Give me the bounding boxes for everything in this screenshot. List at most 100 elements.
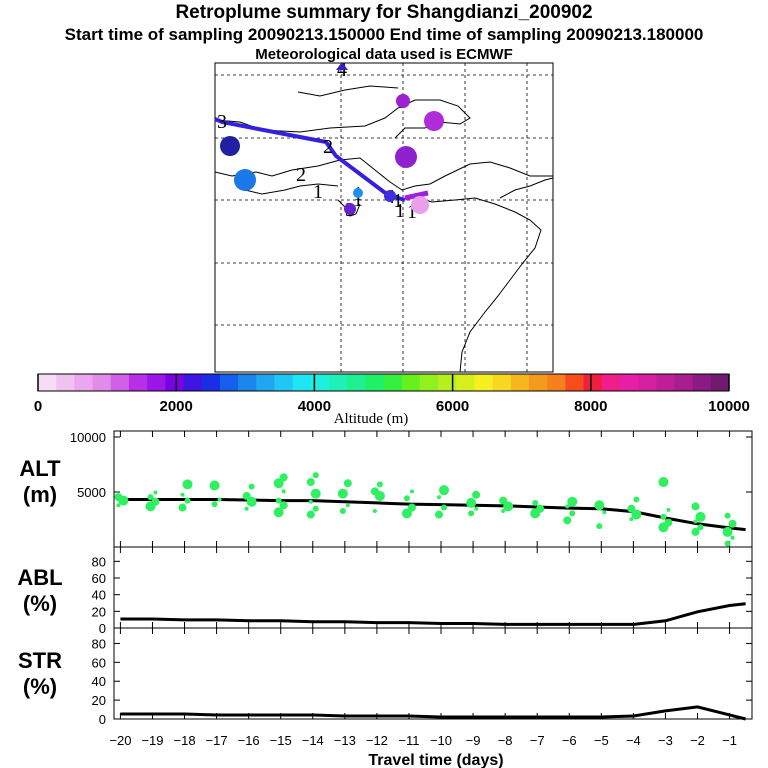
colorbar-segment <box>92 374 112 391</box>
altitude-scatter-point <box>372 509 377 514</box>
trajectory-end-segment <box>404 190 429 201</box>
cluster-1-circle <box>411 196 429 214</box>
abl-line <box>120 602 746 626</box>
altitude-scatter-point <box>312 505 319 512</box>
colorbar-segment <box>56 374 75 391</box>
altitude-scatter-point <box>273 478 284 489</box>
altitude-scatter-point <box>499 496 508 505</box>
altitude-scatter-point <box>209 480 220 491</box>
sampling-times: Start time of sampling 20090213.150000 E… <box>64 25 704 44</box>
cluster-3-circle <box>396 94 410 108</box>
altitude-scatter-point <box>370 487 379 496</box>
altitude-scatter-point <box>281 489 286 494</box>
altitude-scatter-point <box>728 519 737 528</box>
altitude-scatter-point <box>596 523 603 530</box>
x-tick-label: −20 <box>109 733 131 748</box>
altitude-scatter-point <box>246 496 257 507</box>
x-tick-label: −15 <box>270 733 292 748</box>
colorbar-segment <box>492 374 512 391</box>
altitude-scatter-point <box>401 508 412 519</box>
x-tick-label: −19 <box>141 733 163 748</box>
colorbar-segment <box>128 374 148 391</box>
cluster-1-circle <box>353 188 363 198</box>
y-tick-label: 20 <box>92 693 106 708</box>
cluster-4-circle <box>384 190 396 202</box>
altitude-scatter-point <box>468 510 475 517</box>
altitude-scatter-point <box>722 526 733 537</box>
altitude-scatter-point <box>345 503 350 508</box>
altitude-scatter-point <box>472 490 481 499</box>
altitude-scatter-point <box>182 479 193 490</box>
altitude-scatter-point <box>567 496 578 507</box>
altitude-scatter-point <box>376 481 383 488</box>
y-tick-label: 80 <box>92 636 106 651</box>
altitude-panel-ylabel: (m) <box>23 482 57 507</box>
altitude-scatter-point <box>691 502 700 511</box>
altitude-scatter-point <box>403 495 410 502</box>
altitude-scatter-point <box>153 490 158 495</box>
x-tick-label: −3 <box>658 733 673 748</box>
coastline <box>214 157 553 191</box>
altitude-scatter-point <box>310 488 321 499</box>
str-line <box>120 705 746 721</box>
y-tick-label: 0 <box>99 621 106 636</box>
trajectory-label-1: 1 <box>407 201 417 223</box>
altitude-scatter-point <box>594 500 605 511</box>
colorbar-segment <box>401 374 421 391</box>
altitude-scatter-point <box>631 509 642 520</box>
colorbar: 0 2000 4000 6000 8000 10000 <box>34 373 750 415</box>
colorbar-tick-label: 10000 <box>708 398 750 415</box>
altitude-scatter-point <box>658 477 669 488</box>
trajectory-label-1: 1 <box>395 200 405 222</box>
altitude-scatter-point <box>435 510 444 519</box>
colorbar-segment <box>438 374 457 391</box>
colorbar-segment <box>292 374 312 391</box>
y-tick-label: 10000 <box>70 430 106 445</box>
altitude-scatter-point <box>116 503 121 508</box>
altitude-scatter-point <box>439 485 450 496</box>
chart-title: Retroplume summary for Shangdianzi_20090… <box>175 2 593 23</box>
altitude-scatter-point <box>409 489 414 494</box>
map-coastlines <box>214 85 554 373</box>
altitude-scatter-point <box>441 504 448 511</box>
colorbar-segment <box>510 374 530 391</box>
altitude-scatter-point <box>275 497 282 504</box>
x-tick-label: −13 <box>334 733 356 748</box>
altitude-scatter-point <box>629 517 634 522</box>
colorbar-segment <box>347 374 366 391</box>
x-tick-label: −12 <box>366 733 388 748</box>
altitude-scatter-point <box>569 510 576 517</box>
trajectory-label-2: 2 <box>323 136 333 158</box>
trajectory-label-2: 2 <box>296 164 306 186</box>
cluster-2-circle <box>395 146 417 168</box>
altitude-scatter-point <box>695 511 706 522</box>
x-tick-label: −2 <box>690 733 705 748</box>
colorbar-segment <box>547 374 566 391</box>
colorbar-tick-label: 4000 <box>298 398 331 415</box>
x-tick-label: −5 <box>594 733 609 748</box>
colorbar-segment <box>328 374 348 391</box>
str-panel-ylabel: (%) <box>23 674 57 699</box>
x-tick-label: −1 <box>722 733 737 748</box>
x-tick-label: −6 <box>562 733 577 748</box>
colorbar-title: Altitude (m) <box>334 411 409 427</box>
altitude-scatter-point <box>407 503 416 512</box>
colorbar-segment <box>238 374 257 391</box>
str-panel-ylabel: STR <box>18 648 62 673</box>
colorbar-segment <box>147 374 166 391</box>
y-tick-label: 5000 <box>77 485 106 500</box>
colorbar-segment <box>710 374 730 391</box>
colorbar-segment <box>692 374 712 391</box>
trajectory-label-1: 1 <box>353 189 363 211</box>
coastline <box>244 183 339 195</box>
altitude-scatter-point <box>501 509 506 514</box>
trajectory-label-1: 1 <box>393 190 403 212</box>
colorbar-segment <box>110 374 130 391</box>
str-panel-frame <box>113 627 753 720</box>
cluster-4-marker <box>336 62 348 70</box>
altitude-scatter-point <box>563 516 572 525</box>
altitude-scatter-point <box>180 492 185 497</box>
colorbar-segment <box>565 374 585 391</box>
